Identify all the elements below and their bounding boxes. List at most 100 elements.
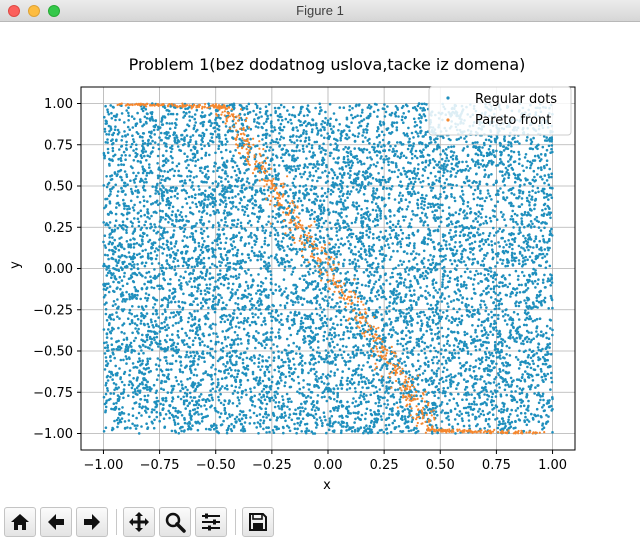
- regular-dot: [282, 105, 286, 109]
- regular-dot: [237, 167, 240, 171]
- regular-dot: [528, 160, 532, 164]
- regular-dot: [268, 418, 272, 422]
- regular-dot: [183, 343, 186, 347]
- regular-dot: [302, 338, 305, 341]
- regular-dot: [501, 310, 505, 313]
- regular-dot: [243, 317, 246, 320]
- regular-dot: [171, 210, 174, 213]
- regular-dot: [191, 408, 195, 412]
- regular-dot: [236, 222, 239, 226]
- regular-dot: [401, 410, 405, 413]
- regular-dot: [446, 285, 450, 289]
- regular-dot: [544, 347, 548, 350]
- regular-dot: [170, 144, 174, 148]
- regular-dot: [495, 149, 498, 153]
- regular-dot: [184, 270, 187, 274]
- regular-dot: [419, 286, 422, 289]
- regular-dot: [363, 353, 366, 357]
- regular-dot: [365, 229, 368, 233]
- regular-dot: [128, 297, 131, 301]
- regular-dot: [384, 391, 387, 394]
- regular-dot: [136, 317, 140, 321]
- regular-dot: [323, 314, 327, 318]
- regular-dot: [305, 429, 308, 433]
- regular-dot: [446, 386, 450, 390]
- regular-dot: [173, 245, 176, 248]
- regular-dot: [510, 408, 513, 412]
- regular-dot: [375, 154, 379, 157]
- regular-dot: [547, 198, 550, 201]
- regular-dot: [519, 411, 523, 415]
- regular-dot: [219, 253, 223, 256]
- regular-dot: [160, 269, 164, 273]
- regular-dot: [410, 152, 414, 156]
- regular-dot: [514, 426, 517, 430]
- regular-dot: [157, 364, 161, 368]
- regular-dot: [444, 379, 448, 382]
- regular-dot: [323, 191, 327, 195]
- regular-dot: [517, 283, 521, 287]
- regular-dot: [486, 373, 490, 376]
- regular-dot: [501, 191, 505, 194]
- regular-dot: [328, 124, 332, 128]
- regular-dot: [201, 352, 205, 356]
- regular-dot: [334, 304, 337, 308]
- regular-dot: [462, 344, 466, 348]
- regular-dot: [314, 192, 318, 196]
- regular-dot: [195, 108, 199, 112]
- regular-dot: [424, 119, 428, 122]
- regular-dot: [379, 404, 383, 408]
- regular-dot: [253, 193, 257, 197]
- regular-dot: [426, 272, 430, 275]
- regular-dot: [136, 217, 140, 221]
- regular-dot: [235, 174, 238, 177]
- regular-dot: [292, 412, 296, 416]
- regular-dot: [117, 248, 121, 252]
- regular-dot: [208, 186, 211, 189]
- regular-dot: [382, 133, 386, 137]
- regular-dot: [152, 326, 155, 329]
- regular-dot: [484, 215, 488, 219]
- regular-dot: [452, 151, 456, 154]
- regular-dot: [215, 135, 218, 139]
- maximize-window-button[interactable]: [48, 5, 60, 17]
- regular-dot: [450, 145, 453, 149]
- regular-dot: [328, 250, 332, 254]
- regular-dot: [219, 269, 222, 272]
- regular-dot: [453, 278, 457, 281]
- regular-dot: [408, 289, 412, 293]
- regular-dot: [457, 351, 460, 355]
- close-window-button[interactable]: [8, 5, 20, 17]
- regular-dot: [504, 313, 507, 316]
- regular-dot: [407, 234, 411, 237]
- regular-dot: [447, 327, 450, 331]
- regular-dot: [495, 384, 498, 387]
- regular-dot: [412, 169, 416, 173]
- regular-dot: [467, 414, 471, 417]
- regular-dot: [104, 312, 108, 316]
- regular-dot: [409, 429, 413, 432]
- regular-dot: [167, 301, 170, 304]
- regular-dot: [521, 339, 525, 343]
- regular-dot: [329, 328, 332, 331]
- minimize-window-button[interactable]: [28, 5, 40, 17]
- regular-dot: [525, 423, 529, 427]
- regular-dot: [281, 119, 284, 122]
- regular-dot: [329, 201, 332, 204]
- regular-dot: [319, 106, 322, 109]
- regular-dot: [477, 282, 480, 285]
- regular-dot: [482, 242, 486, 246]
- regular-dot: [250, 249, 254, 253]
- regular-dot: [394, 162, 398, 165]
- regular-dot: [188, 409, 192, 413]
- regular-dot: [473, 308, 476, 312]
- regular-dot: [247, 102, 251, 106]
- regular-dot: [550, 136, 553, 139]
- regular-dot: [417, 390, 420, 393]
- regular-dot: [484, 419, 488, 423]
- regular-dot: [145, 180, 148, 184]
- regular-dot: [280, 404, 284, 408]
- regular-dot: [274, 140, 278, 144]
- regular-dot: [302, 185, 305, 188]
- regular-dot: [394, 388, 397, 392]
